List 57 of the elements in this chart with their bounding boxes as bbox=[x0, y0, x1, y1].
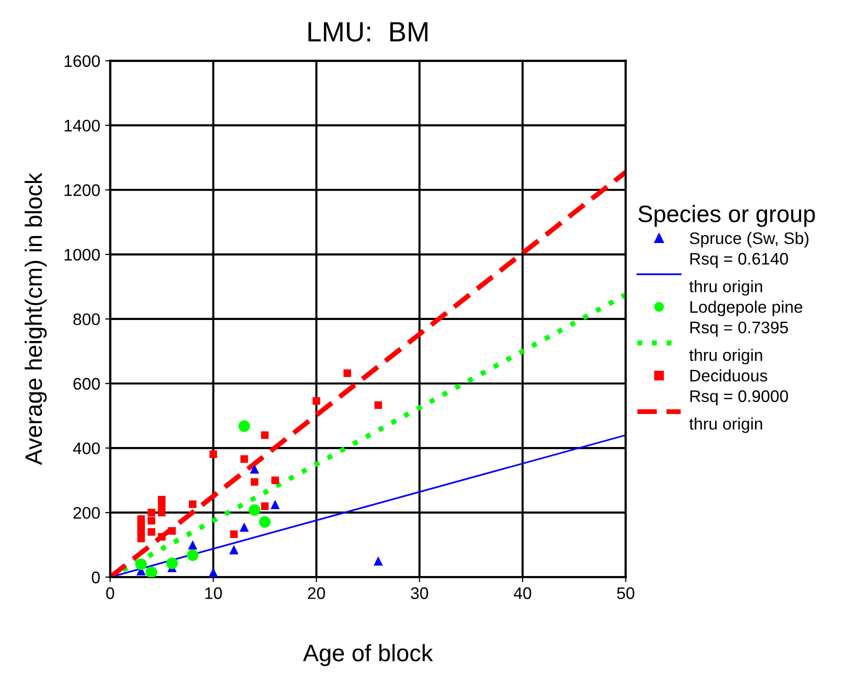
legend-label: Rsq = 0.9000 thru origin bbox=[689, 390, 788, 433]
point bbox=[250, 464, 260, 474]
point bbox=[230, 530, 238, 538]
legend-label: Spruce (Sw, Sb) bbox=[690, 232, 808, 248]
point bbox=[229, 545, 239, 554]
point bbox=[137, 534, 145, 542]
chart-title: LMU: BM bbox=[308, 22, 428, 42]
y-tick-label: 1200 bbox=[64, 184, 100, 196]
point bbox=[148, 508, 156, 516]
point bbox=[209, 450, 218, 458]
point bbox=[186, 549, 198, 561]
point bbox=[135, 558, 147, 570]
y-tick-label: 1600 bbox=[64, 55, 100, 67]
y-tick-label: 1000 bbox=[64, 248, 100, 261]
point bbox=[146, 566, 158, 578]
point bbox=[261, 502, 269, 510]
legend-label: Rsq = 0.6140 thru origin bbox=[689, 252, 788, 296]
x-tick-label: 30 bbox=[410, 587, 428, 600]
x-tick-label: 20 bbox=[308, 587, 325, 600]
point bbox=[148, 516, 156, 524]
y-tick-label: 400 bbox=[73, 442, 100, 454]
point bbox=[168, 527, 176, 535]
legend-label: Rsq = 0.7395 thru origin bbox=[689, 322, 788, 364]
x-tick-label: 0 bbox=[106, 587, 114, 600]
point bbox=[148, 528, 156, 536]
legend-title: Species or group bbox=[638, 204, 815, 227]
point bbox=[158, 532, 166, 541]
point bbox=[259, 516, 271, 528]
point bbox=[374, 556, 383, 566]
point bbox=[312, 397, 320, 405]
point bbox=[188, 540, 198, 550]
point bbox=[166, 557, 178, 570]
point bbox=[270, 500, 280, 510]
point bbox=[158, 508, 166, 516]
y-tick-label: 200 bbox=[73, 506, 100, 519]
point bbox=[261, 431, 269, 439]
point bbox=[240, 455, 248, 463]
y-tick-label: 1400 bbox=[64, 120, 100, 132]
point bbox=[248, 504, 260, 516]
point bbox=[240, 522, 249, 532]
x-tick-label: 10 bbox=[205, 587, 222, 600]
y-tick-label: 600 bbox=[73, 378, 100, 390]
x-tick-label: 40 bbox=[514, 587, 532, 600]
point bbox=[344, 369, 352, 377]
point bbox=[188, 500, 196, 508]
point bbox=[374, 401, 382, 409]
point bbox=[208, 568, 218, 577]
point bbox=[238, 420, 250, 432]
y-tick-label: 0 bbox=[92, 572, 100, 584]
x-tick-label: 50 bbox=[617, 587, 634, 600]
y-tick-label: 800 bbox=[73, 313, 100, 326]
y-axis-title: Average height(cm) in block bbox=[24, 172, 47, 466]
point bbox=[271, 476, 279, 484]
legend-label: Deciduous bbox=[690, 369, 768, 382]
x-axis-title: Age of block bbox=[303, 644, 433, 666]
point bbox=[250, 478, 258, 486]
legend-label: Lodgepole pine bbox=[690, 300, 802, 316]
